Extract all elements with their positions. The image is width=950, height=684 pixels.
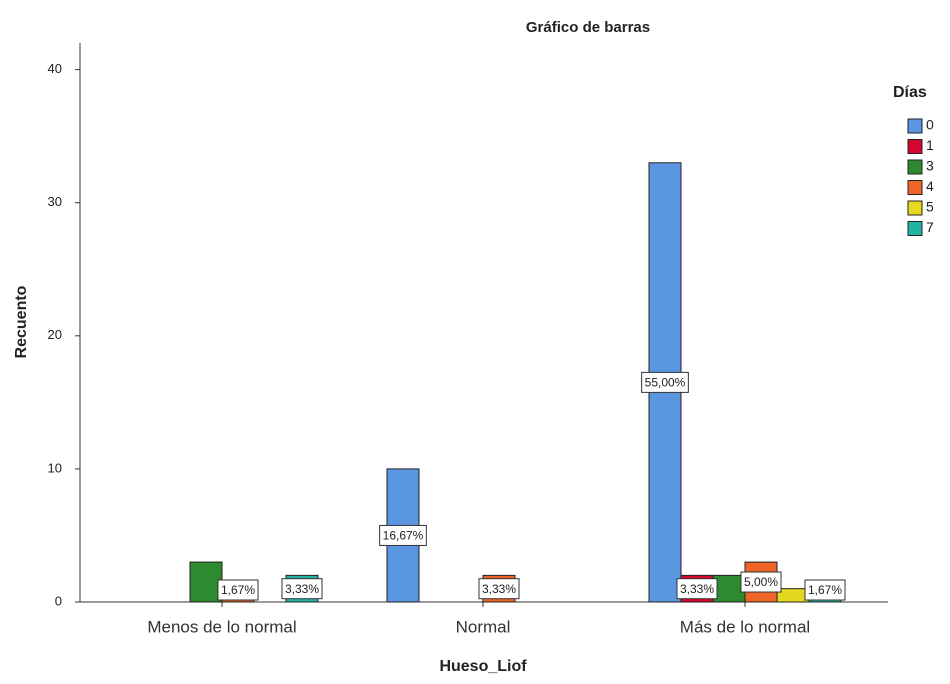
data-label-box (740, 571, 782, 593)
data-label: 16,67% (383, 529, 424, 543)
bar (189, 561, 223, 603)
data-label: 3,33% (285, 582, 319, 596)
data-label-box (379, 524, 427, 546)
data-label: 1,67% (221, 583, 255, 597)
legend-label: 5 (926, 199, 934, 215)
legend-swatch (907, 180, 923, 195)
y-tick-label: 10 (48, 460, 62, 475)
legend-label: 0 (926, 117, 934, 133)
legend-title: Días (893, 84, 927, 101)
legend-swatch (907, 139, 923, 154)
data-label-box (478, 578, 520, 600)
data-label-box (281, 578, 323, 600)
legend-swatch (907, 159, 923, 175)
y-tick-label: 20 (48, 327, 62, 342)
x-tick-label: Más de lo normal (680, 617, 810, 636)
data-label-box (804, 579, 846, 601)
data-label-box (641, 371, 689, 393)
legend-swatch (907, 200, 923, 216)
x-tick-label: Menos de lo normal (147, 617, 296, 636)
data-label: 5,00% (744, 575, 778, 589)
chart-title: Gráfico de barras (526, 19, 650, 36)
y-axis-title: Recuento (13, 285, 30, 358)
data-label: 55,00% (645, 376, 686, 390)
legend-label: 1 (926, 137, 934, 153)
y-tick-label: 0 (55, 593, 62, 608)
y-tick-label: 40 (48, 61, 62, 76)
data-label: 3,33% (482, 582, 516, 596)
x-tick-label: Normal (456, 617, 511, 636)
y-tick-label: 30 (48, 194, 62, 209)
legend-swatch (907, 118, 923, 134)
data-label: 1,67% (808, 583, 842, 597)
data-label-box (217, 579, 259, 601)
x-axis-title: Hueso_Liof (439, 658, 527, 675)
bar (712, 574, 746, 603)
legend-label: 7 (926, 219, 934, 235)
data-label: 3,33% (680, 582, 714, 596)
bar (776, 588, 810, 603)
legend-swatch (907, 221, 923, 236)
legend-label: 3 (926, 158, 934, 174)
legend-label: 4 (926, 178, 934, 194)
data-label-box (676, 578, 718, 600)
